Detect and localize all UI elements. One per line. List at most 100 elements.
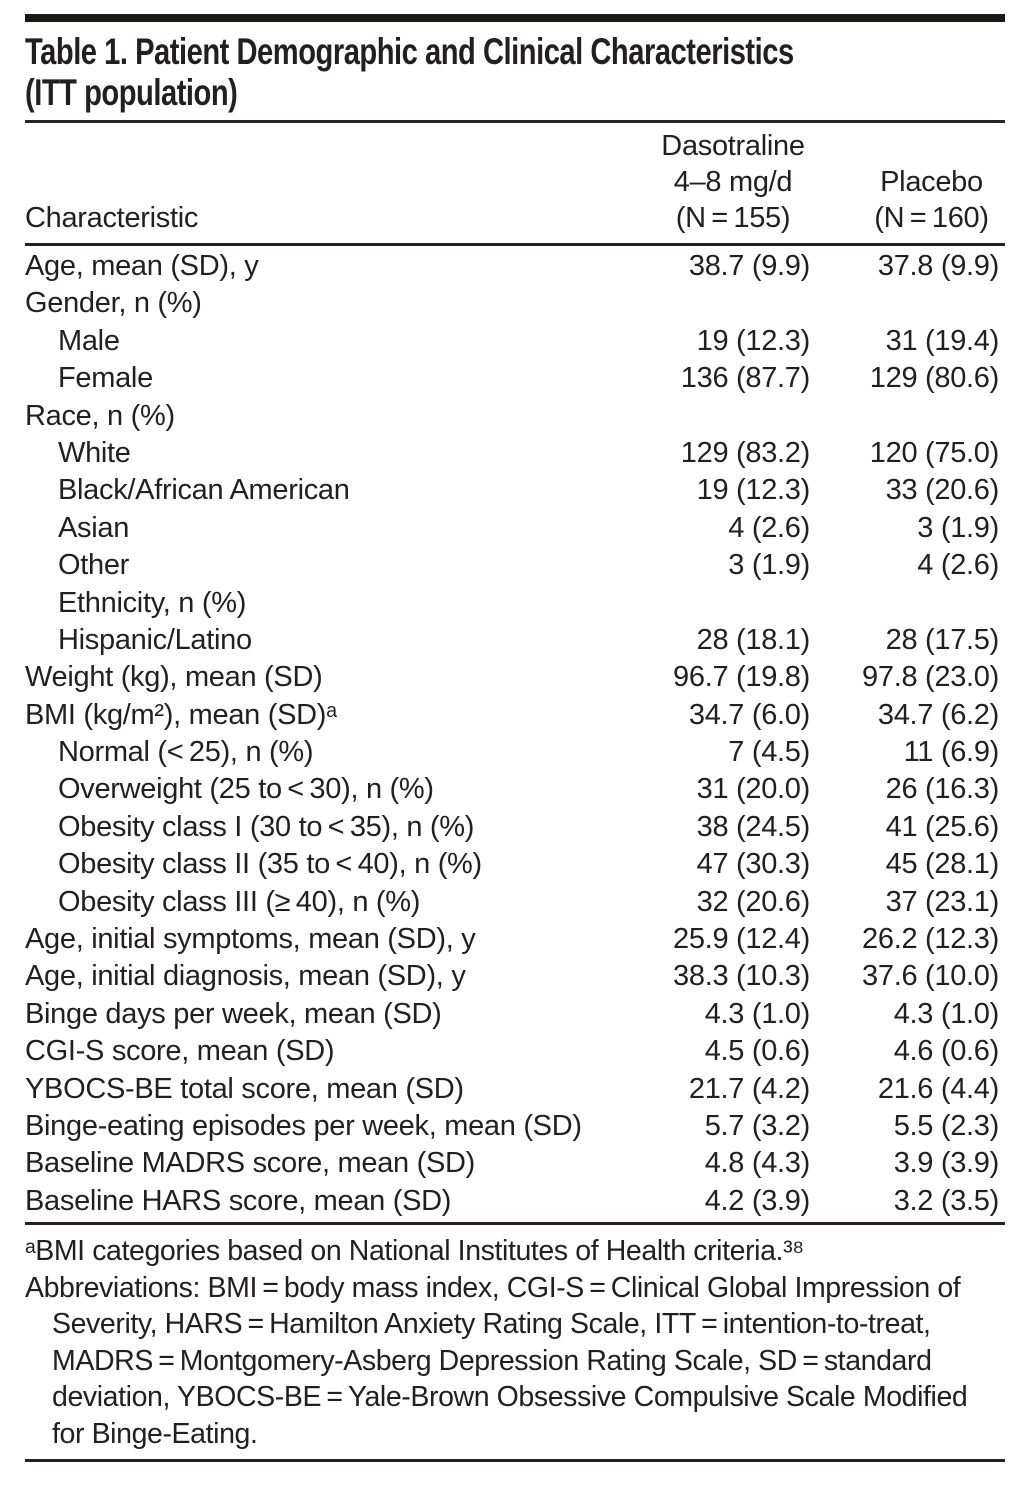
value-placebo	[810, 585, 1005, 622]
value-placebo: 3 (1.9)	[917, 511, 999, 544]
value-placebo: 120 (75.0)	[869, 436, 1000, 469]
value-placebo: 37.6 (10.0)	[862, 960, 999, 993]
table-body: Age, mean (SD), y 38.7 (9.9) 37.8 (9.9) …	[25, 246, 1005, 1222]
table-row: Normal (< 25), n (%) 7 (4.5) 11 (6.9)	[25, 734, 1005, 771]
column-header-dasotraline-line1: Dasotraline	[661, 130, 805, 162]
value-placebo	[810, 398, 1005, 435]
table-row: Male 19 (12.3) 31 (19.4)	[25, 323, 1005, 360]
value-dasotraline: 136 (87.7)	[680, 362, 811, 395]
value-dasotraline: 5.7 (3.2)	[704, 1109, 811, 1142]
table-title-line1: Table 1. Patient Demographic and Clinica…	[25, 31, 794, 72]
column-header-dasotraline-line2: 4–8 mg/d	[673, 166, 793, 198]
value-dasotraline: 4 (2.6)	[728, 511, 810, 544]
value-dasotraline: 31 (20.0)	[696, 773, 811, 806]
value-placebo: 26.2 (12.3)	[862, 923, 999, 956]
footnote-a: ᵃBMI categories based on National Instit…	[25, 1235, 804, 1268]
table-row: Weight (kg), mean (SD) 96.7 (19.8) 97.8 …	[25, 659, 1005, 696]
value-dasotraline: 3 (1.9)	[728, 549, 810, 582]
table-row: Other 3 (1.9) 4 (2.6)	[25, 547, 1005, 584]
value-placebo: 31 (19.4)	[885, 324, 1000, 357]
value-dasotraline	[620, 285, 810, 322]
value-placebo: 97.8 (23.0)	[862, 661, 999, 694]
column-header-placebo-line1: Placebo	[880, 166, 983, 198]
table-row: BMI (kg/m²), mean (SD)ᵃ 34.7 (6.0) 34.7 …	[25, 697, 1005, 734]
column-header-dasotraline: Dasotraline 4–8 mg/d (N = 155)	[620, 128, 810, 236]
value-placebo: 4.3 (1.0)	[893, 997, 1000, 1030]
row-label: Binge days per week, mean (SD)	[25, 997, 442, 1030]
value-placebo: 41 (25.6)	[885, 810, 1000, 843]
table-row: Age, initial diagnosis, mean (SD), y 38.…	[25, 958, 1005, 995]
table-row: Obesity class I (30 to < 35), n (%) 38 (…	[25, 809, 1005, 846]
value-dasotraline: 19 (12.3)	[696, 324, 811, 357]
footnotes-block: ᵃBMI categories based on National Instit…	[25, 1233, 1005, 1452]
value-dasotraline: 4.8 (4.3)	[704, 1147, 811, 1180]
value-placebo	[810, 285, 1005, 322]
row-label: Black/African American	[58, 474, 350, 507]
header-divider	[25, 243, 1005, 246]
table-title-line2: (ITT population)	[25, 72, 238, 113]
row-label: CGI-S score, mean (SD)	[25, 1035, 335, 1068]
value-dasotraline: 38.7 (9.9)	[688, 250, 810, 282]
column-header-row: Characteristic Dasotraline 4–8 mg/d (N =…	[25, 123, 1005, 243]
value-dasotraline: 38 (24.5)	[696, 810, 811, 843]
table-row: Baseline HARS score, mean (SD) 4.2 (3.9)…	[25, 1183, 1005, 1220]
value-placebo: 3.2 (3.5)	[893, 1184, 1000, 1217]
body-divider	[25, 1222, 1005, 1226]
row-label: Other	[58, 549, 130, 582]
value-dasotraline: 19 (12.3)	[696, 474, 811, 507]
value-placebo: 34.7 (6.2)	[877, 698, 999, 731]
value-placebo: 11 (6.9)	[903, 736, 1000, 769]
value-placebo: 28 (17.5)	[885, 623, 1000, 656]
value-placebo: 37 (23.1)	[885, 885, 1000, 918]
row-label: YBOCS-BE total score, mean (SD)	[25, 1072, 464, 1105]
table-row: Ethnicity, n (%)	[25, 585, 1005, 622]
table-row: White 129 (83.2) 120 (75.0)	[25, 435, 1005, 472]
value-dasotraline: 38.3 (10.3)	[673, 960, 810, 993]
row-label: Baseline MADRS score, mean (SD)	[25, 1147, 476, 1180]
table-row: Age, mean (SD), y 38.7 (9.9) 37.8 (9.9)	[25, 248, 1005, 285]
row-label: Gender, n (%)	[25, 287, 202, 320]
table-row: YBOCS-BE total score, mean (SD) 21.7 (4.…	[25, 1071, 1005, 1108]
footnote-abbreviations: Abbreviations: BMI = body mass index, CG…	[25, 1271, 968, 1450]
table-1-patient-characteristics: Table 1. Patient Demographic and Clinica…	[0, 14, 1030, 1463]
table-row: Race, n (%)	[25, 398, 1005, 435]
value-dasotraline: 4.3 (1.0)	[704, 997, 811, 1030]
row-label: Ethnicity, n (%)	[58, 586, 247, 619]
top-rule	[25, 14, 1005, 22]
table-row: Baseline MADRS score, mean (SD) 4.8 (4.3…	[25, 1145, 1005, 1182]
row-label: Overweight (25 to < 30), n (%)	[58, 773, 434, 806]
table-row: Asian 4 (2.6) 3 (1.9)	[25, 510, 1005, 547]
row-label: Normal (< 25), n (%)	[58, 736, 314, 769]
table-row: Female 136 (87.7) 129 (80.6)	[25, 360, 1005, 397]
table-row: Hispanic/Latino 28 (18.1) 28 (17.5)	[25, 622, 1005, 659]
column-header-dasotraline-line3: (N = 155)	[675, 202, 791, 234]
value-dasotraline: 7 (4.5)	[728, 736, 810, 769]
value-placebo: 45 (28.1)	[885, 848, 1000, 881]
row-label: Race, n (%)	[25, 399, 175, 432]
value-placebo: 3.9 (3.9)	[893, 1147, 1000, 1180]
value-dasotraline: 25.9 (12.4)	[673, 923, 810, 956]
row-label: Age, initial symptoms, mean (SD), y	[25, 923, 476, 956]
value-placebo: 37.8 (9.9)	[877, 250, 999, 282]
row-label: White	[58, 436, 131, 469]
table-row: Binge days per week, mean (SD) 4.3 (1.0)…	[25, 996, 1005, 1033]
row-label: Obesity class II (35 to < 40), n (%)	[58, 848, 482, 881]
value-placebo: 21.6 (4.4)	[877, 1072, 999, 1105]
table-row: Obesity class II (35 to < 40), n (%) 47 …	[25, 846, 1005, 883]
value-dasotraline: 47 (30.3)	[696, 848, 811, 881]
column-header-placebo: Placebo (N = 160)	[810, 164, 1005, 236]
value-placebo: 26 (16.3)	[885, 773, 1000, 806]
table-row: Obesity class III (≥ 40), n (%) 32 (20.6…	[25, 884, 1005, 921]
table-row: CGI-S score, mean (SD) 4.5 (0.6) 4.6 (0.…	[25, 1033, 1005, 1070]
value-dasotraline: 21.7 (4.2)	[688, 1072, 810, 1105]
row-label: Binge-eating episodes per week, mean (SD…	[25, 1109, 582, 1142]
value-placebo: 5.5 (2.3)	[893, 1109, 1000, 1142]
table-row: Overweight (25 to < 30), n (%) 31 (20.0)…	[25, 771, 1005, 808]
row-label: Obesity class III (≥ 40), n (%)	[58, 885, 421, 918]
row-label: BMI (kg/m²), mean (SD)ᵃ	[25, 698, 337, 731]
value-dasotraline: 4.2 (3.9)	[704, 1184, 811, 1217]
value-placebo: 33 (20.6)	[885, 474, 1000, 507]
value-dasotraline: 129 (83.2)	[680, 436, 811, 469]
column-header-placebo-line2: (N = 160)	[874, 202, 989, 234]
table-row: Gender, n (%)	[25, 285, 1005, 322]
